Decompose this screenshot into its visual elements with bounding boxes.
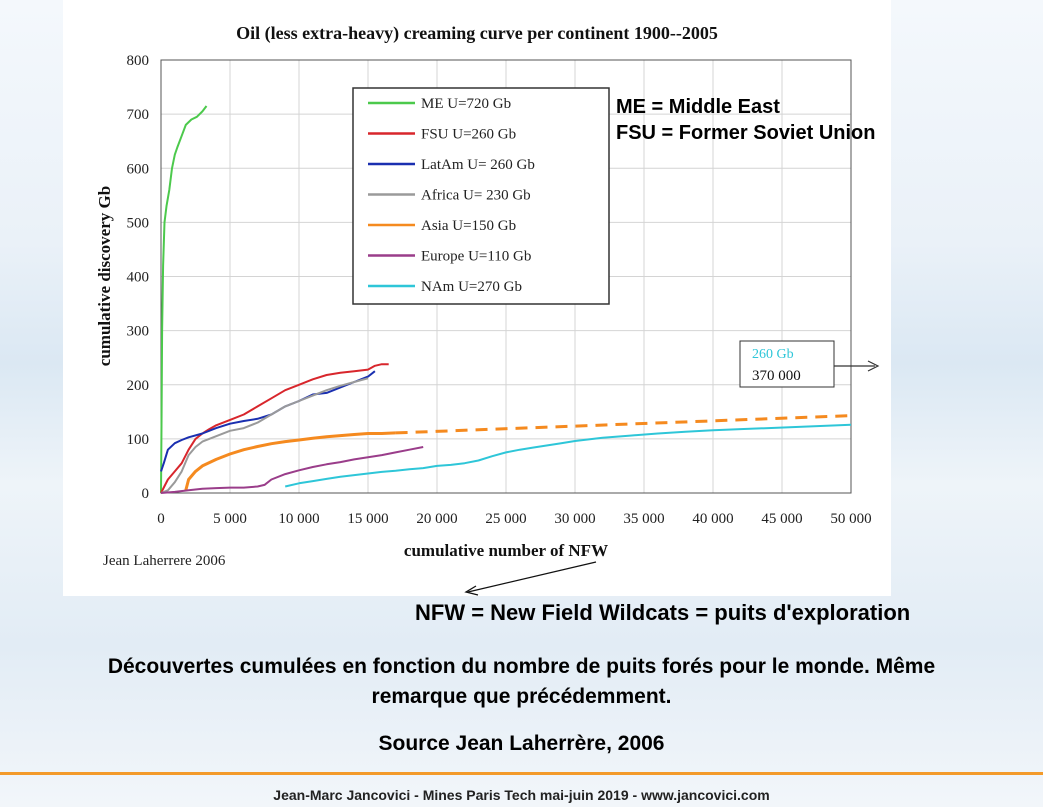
x-tick-label: 30 000 — [554, 511, 595, 527]
y-tick-label: 100 — [127, 432, 150, 448]
tick-layer: 0 5 000 10 000 15 000 20 000 25 000 30 000 35 0… — [127, 53, 872, 527]
x-tick-label: 25 000 — [485, 511, 526, 527]
y-tick-label: 0 — [142, 486, 150, 502]
legend-label: NAm U=270 Gb — [421, 279, 522, 295]
abbrev-fsu: FSU = Former Soviet Union — [616, 122, 876, 144]
series-line-5 — [184, 431, 396, 491]
caption: Découvertes cumulées en fonction du nomb… — [0, 652, 1043, 712]
legend-label: Asia U=150 Gb — [421, 218, 516, 234]
offchart-box — [739, 340, 835, 388]
offchart-annotation: 260 Gb 370 000 — [739, 340, 880, 388]
y-tick-label: 700 — [127, 107, 150, 123]
x-tick-label: 10 000 — [278, 511, 319, 527]
source-credit: Source Jean Laherrère, 2006 — [378, 732, 665, 755]
chart-title: Oil (less extra-heavy) creaming curve pe… — [236, 23, 718, 44]
chart-panel: 0 5 000 10 000 15 000 20 000 25 000 30 000 35 0… — [63, 0, 891, 596]
y-tick-label: 400 — [127, 270, 150, 286]
abbreviation-note: ME = Middle East FSU = Former Soviet Uni… — [616, 94, 875, 146]
legend-label: Africa U= 230 Gb — [421, 188, 531, 204]
legend-label: FSU U=260 Gb — [421, 127, 516, 143]
y-tick-label: 800 — [127, 53, 150, 69]
x-tick-label: 40 000 — [692, 511, 733, 527]
legend-box — [352, 87, 610, 305]
x-tick-label: 45 000 — [761, 511, 802, 527]
y-tick-label: 600 — [127, 161, 150, 177]
abbrev-me: ME = Middle East — [616, 96, 780, 118]
x-tick-label: 50 000 — [830, 511, 871, 527]
plot-frame — [160, 59, 852, 494]
caption-line-1: Découvertes cumulées en fonction du nomb… — [107, 655, 936, 678]
y-tick-label: 200 — [127, 378, 150, 394]
creaming-curve-chart: 0 5 000 10 000 15 000 20 000 25 000 30 000 35 0… — [95, 23, 880, 569]
legend-label: LatAm U= 260 Gb — [421, 157, 535, 173]
series-line-7 — [284, 423, 852, 488]
legend-label: Europe U=110 Gb — [421, 249, 531, 265]
asia-extrapolation-line — [395, 414, 852, 435]
legend-items: ME U=720 Gb FSU U=260 Gb LatAm U= 260 Gb Af… — [368, 96, 535, 295]
offchart-value-gb: 260 Gb — [752, 347, 794, 362]
y-tick-label: 300 — [127, 324, 150, 340]
caption-line-2: remarque que précédemment. — [371, 685, 672, 708]
x-tick-label: 35 000 — [623, 511, 664, 527]
series-line-2 — [160, 363, 389, 494]
x-tick-label: 0 — [157, 511, 165, 527]
series-line-4 — [160, 377, 369, 494]
series-line-6 — [160, 446, 424, 494]
offchart-arrow-icon — [867, 360, 880, 372]
x-tick-label: 15 000 — [347, 511, 388, 527]
legend: ME U=720 Gb FSU U=260 Gb LatAm U= 260 Gb Af… — [352, 87, 610, 305]
x-axis-label: cumulative number of NFW — [404, 541, 608, 560]
offchart-value-nfw: 370 000 — [752, 368, 801, 384]
series-line-3 — [160, 370, 376, 472]
footer-rule — [0, 772, 1043, 775]
x-tick-label: 5 000 — [213, 511, 247, 527]
series-line-1 — [160, 105, 208, 494]
x-tick-label: 20 000 — [416, 511, 457, 527]
nfw-definition: NFW = New Field Wildcats = puits d'explo… — [415, 600, 911, 625]
legend-label: ME U=720 Gb — [421, 96, 511, 112]
series-layer — [160, 105, 852, 494]
y-axis-label: cumulative discovery Gb — [95, 186, 114, 366]
source-label: Jean Laherrere 2006 — [103, 553, 226, 569]
footer: Jean-Marc Jancovici - Mines Paris Tech m… — [273, 787, 770, 803]
y-tick-label: 500 — [127, 215, 150, 231]
